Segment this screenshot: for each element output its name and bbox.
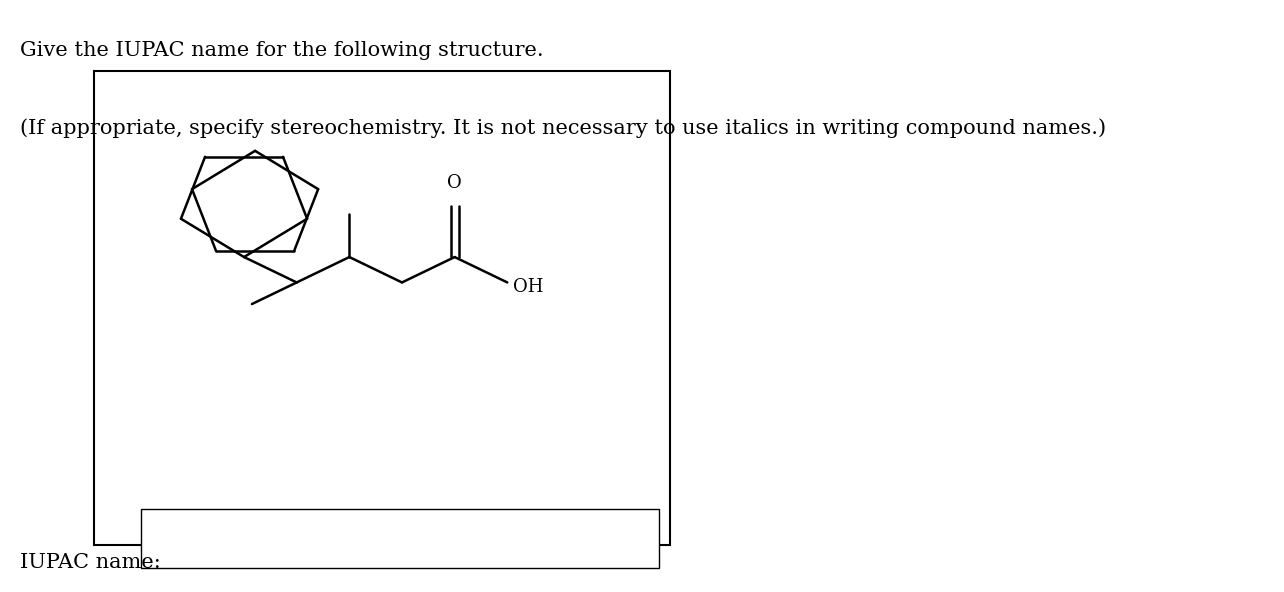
Text: O: O <box>447 175 462 192</box>
Text: Give the IUPAC name for the following structure.: Give the IUPAC name for the following st… <box>21 41 543 60</box>
FancyBboxPatch shape <box>141 509 659 568</box>
Text: OH: OH <box>512 278 543 296</box>
Text: IUPAC name:: IUPAC name: <box>21 553 160 572</box>
Text: (If appropriate, specify stereochemistry. It is not necessary to use italics in : (If appropriate, specify stereochemistry… <box>21 118 1106 138</box>
Bar <box>94 71 670 545</box>
